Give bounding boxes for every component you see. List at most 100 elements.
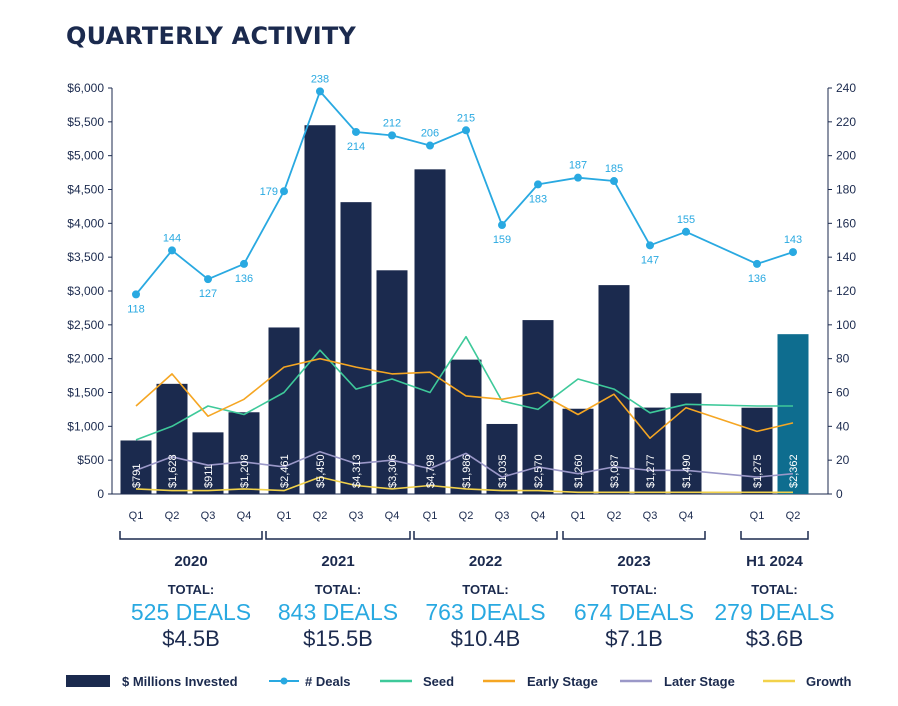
quarter-tick-label: Q2 xyxy=(459,510,474,522)
legend-label: $ Millions Invested xyxy=(122,674,238,689)
quarter-tick-label: Q4 xyxy=(237,510,252,522)
left-tick-label: $6,000 xyxy=(67,81,104,95)
deals-point xyxy=(789,248,797,257)
deals-point xyxy=(352,127,360,136)
bar-invested xyxy=(562,408,594,494)
later-stage-line xyxy=(135,450,794,478)
right-tick-label: 200 xyxy=(836,149,856,163)
total-invested: $4.5B xyxy=(162,626,220,651)
bar-invested xyxy=(741,407,773,494)
right-tick-label: 220 xyxy=(836,115,856,129)
deals-value-label: 212 xyxy=(383,117,401,129)
year-label: 2021 xyxy=(321,553,354,570)
right-tick-label: 40 xyxy=(836,419,850,433)
growth-line xyxy=(135,476,793,494)
deals-point xyxy=(498,221,506,230)
deals-value-label: 215 xyxy=(457,112,475,124)
deals-value-label: 127 xyxy=(199,288,217,300)
quarter-tick-label: Q3 xyxy=(349,510,364,522)
deals-point xyxy=(534,180,542,189)
deals-value-label: 185 xyxy=(605,163,623,175)
year-label: H1 2024 xyxy=(746,553,803,570)
page-title: QUARTERLY ACTIVITY xyxy=(66,22,357,50)
left-tick-label: $500 xyxy=(77,453,104,467)
bar-invested xyxy=(450,359,482,494)
deals-value-label: 147 xyxy=(641,254,659,266)
right-tick-label: 0 xyxy=(836,487,843,501)
bar-value-label: $1,035 xyxy=(497,454,509,488)
total-label: TOTAL: xyxy=(751,582,797,597)
quarter-tick-label: Q2 xyxy=(607,510,622,522)
total-deals: 843 DEALS xyxy=(278,599,398,625)
bar-labels: $791 $1,628 $911 $1,208 $2,461 $5,450 $4,313 $3… xyxy=(131,454,800,488)
legend-label: Seed xyxy=(423,674,454,689)
deals-value-label: 143 xyxy=(784,234,802,246)
quarter-tick-label: Q4 xyxy=(679,510,694,522)
total-deals: 525 DEALS xyxy=(131,599,251,625)
quarter-tick-label: Q3 xyxy=(201,510,216,522)
deals-value-label: 183 xyxy=(529,193,547,205)
bar-invested xyxy=(156,383,188,494)
year-label: 2022 xyxy=(469,553,502,570)
year-bracket xyxy=(413,531,558,540)
early-stage-line xyxy=(135,357,794,440)
bar-value-label: $1,208 xyxy=(239,454,251,488)
bars xyxy=(120,125,809,494)
bar-value-label: $1,986 xyxy=(461,454,473,488)
deals-point xyxy=(574,173,582,182)
left-tick-label: $4,000 xyxy=(67,216,104,230)
year-label: 2023 xyxy=(617,553,650,570)
quarter-tick-label: Q2 xyxy=(165,510,180,522)
quarter-tick-label: Q1 xyxy=(571,510,586,522)
legend-label: Early Stage xyxy=(527,674,598,689)
legend: $ Millions Invested # Deals Seed Early Stag… xyxy=(66,674,852,689)
left-tick-label: $4,500 xyxy=(67,183,104,197)
bar-value-label: $4,798 xyxy=(425,454,437,488)
right-tick-label: 60 xyxy=(836,386,850,400)
left-tick-label: $5,000 xyxy=(67,149,104,163)
left-tick-label: $3,000 xyxy=(67,284,104,298)
left-tick-label: $5,500 xyxy=(67,115,104,129)
bar-invested xyxy=(340,202,372,494)
bar-invested xyxy=(414,169,446,494)
quarter-tick-label: Q1 xyxy=(277,510,292,522)
deals-point xyxy=(240,259,248,268)
bar-value-label: $2,362 xyxy=(788,454,800,488)
year-bracket xyxy=(265,531,411,540)
total-deals: 279 DEALS xyxy=(714,599,834,625)
quarter-tick-label: Q4 xyxy=(385,510,400,522)
right-tick-label: 180 xyxy=(836,183,856,197)
year-groups: 2020 TOTAL: 525 DEALS$4.5B 2021 TOTAL: 843 DE… xyxy=(119,531,835,651)
deals-value-label: 159 xyxy=(493,234,511,246)
right-tick-label: 160 xyxy=(836,216,856,230)
year-bracket xyxy=(562,531,706,540)
left-tick-label: $1,500 xyxy=(67,386,104,400)
quarter-tick-label: Q2 xyxy=(786,510,801,522)
lines: 118 144 127 136 179 238 214 212 206 215 159 183 187 1… xyxy=(127,73,802,494)
total-label: TOTAL: xyxy=(168,582,214,597)
deals-point xyxy=(682,227,690,236)
deals-point xyxy=(316,87,324,96)
deals-value-label: 155 xyxy=(677,214,695,226)
bar-invested xyxy=(486,423,518,494)
deals-value-label: 214 xyxy=(347,141,365,153)
right-tick-label: 120 xyxy=(836,284,856,298)
deals-value-label: 238 xyxy=(311,73,329,85)
deals-point xyxy=(388,131,396,140)
deals-point xyxy=(280,187,288,196)
deals-value-label: 144 xyxy=(163,232,181,244)
deals-point xyxy=(646,241,654,250)
deals-point xyxy=(204,275,212,284)
bar-value-label: $1,260 xyxy=(573,454,585,488)
bar-value-label: $5,450 xyxy=(315,454,327,488)
bar-invested xyxy=(670,393,702,494)
total-deals: 763 DEALS xyxy=(425,599,545,625)
right-tick-label: 20 xyxy=(836,453,850,467)
right-tick-label: 240 xyxy=(836,81,856,95)
deals-point xyxy=(168,246,176,255)
total-label: TOTAL: xyxy=(462,582,508,597)
bar-value-label: $911 xyxy=(203,464,215,488)
deals-line xyxy=(135,90,794,295)
seed-line xyxy=(135,335,793,441)
year-bracket xyxy=(740,531,809,540)
